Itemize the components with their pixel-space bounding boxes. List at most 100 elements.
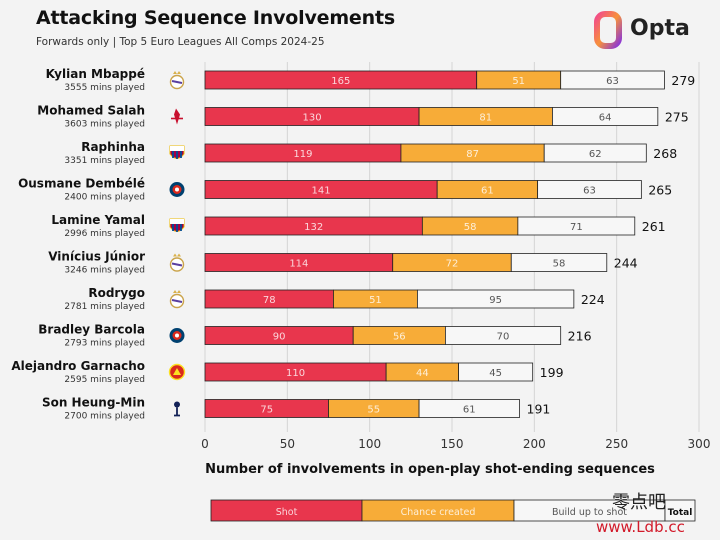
player-name: Mohamed Salah	[37, 104, 145, 118]
bar-segment-buildup	[552, 107, 659, 126]
bar-value-label: 72	[446, 259, 459, 270]
bar-value-label: 114	[289, 259, 308, 270]
bar-value-label: 51	[369, 295, 382, 306]
bar-value-label: 64	[599, 113, 612, 124]
player-name: Son Heung-Min	[42, 396, 145, 410]
bar-value-label: 75	[260, 405, 273, 416]
bar-value-label: 130	[302, 113, 321, 124]
tottenham-crest-icon	[174, 401, 180, 417]
player-minutes: 2781 mins played	[64, 302, 145, 312]
bar-value-label: 55	[367, 405, 380, 416]
watermark-text: 零点吧	[612, 492, 666, 513]
bar-value-label: 119	[293, 149, 312, 160]
bar-value-label: 70	[497, 332, 510, 343]
bar-segment-buildup	[517, 216, 636, 236]
bar-value-label: 95	[489, 295, 502, 306]
bar-total-label: 279	[671, 73, 695, 88]
player-minutes: 2400 mins played	[64, 193, 145, 203]
player-minutes: 3555 mins played	[64, 83, 145, 93]
bar-value-label: 61	[481, 186, 494, 197]
bar-total-label: 216	[568, 329, 592, 344]
liverpool-crest-icon	[171, 108, 183, 125]
x-tick-label: 200	[523, 437, 546, 451]
bar-value-label: 63	[606, 76, 619, 87]
bar-total-label: 191	[527, 402, 551, 417]
bar-value-label: 71	[570, 222, 583, 233]
chart-subtitle: Forwards only | Top 5 Euro Leagues All C…	[36, 36, 325, 48]
bar-value-label: 110	[286, 368, 305, 379]
bar-segment-buildup	[543, 143, 647, 163]
watermark-url: www.Ldb.cc	[596, 518, 685, 536]
bar-value-label: 78	[263, 295, 276, 306]
bar-value-label: 62	[589, 149, 602, 160]
bar-value-label: 58	[553, 259, 566, 270]
player-minutes: 3246 mins played	[64, 266, 145, 276]
bar-total-label: 275	[665, 110, 689, 125]
legend-label: Build up to shot	[552, 507, 627, 518]
bar-value-label: 61	[463, 405, 476, 416]
psg-crest-icon	[169, 182, 185, 197]
player-minutes: 2996 mins played	[64, 229, 145, 239]
barcelona-crest-icon	[169, 218, 185, 232]
legend-label-total: Total	[668, 508, 693, 518]
x-tick-label: 250	[605, 437, 628, 451]
legend-label: Shot	[276, 507, 298, 518]
player-name: Rodrygo	[88, 286, 145, 300]
bar-value-label: 44	[416, 368, 429, 379]
bar-segment-buildup	[537, 180, 642, 199]
chart-title: Attacking Sequence Involvements	[36, 7, 395, 29]
bar-total-label: 224	[581, 292, 605, 307]
player-name: Vinícius Júnior	[48, 250, 145, 264]
barcelona-crest-icon	[169, 145, 185, 159]
bar-value-label: 63	[583, 186, 596, 197]
bar-value-label: 56	[393, 332, 406, 343]
bar-segment-buildup	[417, 289, 575, 309]
legend-swatch-total	[664, 499, 696, 522]
bar-value-label: 90	[273, 332, 286, 343]
bar-segment-buildup	[445, 326, 562, 345]
bar-total-label: 261	[642, 219, 666, 234]
player-name: Kylian Mbappé	[46, 67, 145, 81]
psg-crest-icon	[169, 328, 185, 343]
player-name: Bradley Barcola	[38, 323, 145, 337]
opta-logo: Opta	[594, 10, 704, 50]
player-minutes: 2700 mins played	[64, 412, 145, 422]
bar-segment-buildup	[418, 399, 520, 418]
player-minutes: 2595 mins played	[64, 375, 145, 385]
x-tick-label: 100	[358, 437, 381, 451]
x-tick-label: 0	[201, 437, 209, 451]
bar-value-label: 87	[466, 149, 479, 160]
player-minutes: 3351 mins played	[64, 156, 145, 166]
player-minutes: 3603 mins played	[64, 120, 145, 130]
bar-total-label: 244	[614, 256, 638, 271]
real-madrid-crest-icon	[169, 71, 185, 90]
player-name: Alejandro Garnacho	[11, 359, 145, 373]
bar-segment-buildup	[458, 362, 534, 382]
opta-logo-text: Opta	[630, 16, 690, 41]
bar-value-label: 51	[512, 76, 525, 87]
bar-segment-buildup	[560, 70, 665, 90]
x-tick-label: 50	[280, 437, 295, 451]
player-minutes: 2793 mins played	[64, 339, 145, 349]
bar-total-label: 199	[540, 365, 564, 380]
bar-value-label: 45	[489, 368, 502, 379]
legend-label: Chance created	[401, 507, 476, 518]
opta-mark-icon	[594, 11, 622, 49]
player-name: Raphinha	[81, 140, 145, 154]
bar-value-label: 165	[331, 76, 350, 87]
real-madrid-crest-icon	[169, 253, 185, 272]
real-madrid-crest-icon	[169, 290, 185, 309]
bar-value-label: 58	[464, 222, 477, 233]
bar-total-label: 265	[648, 183, 672, 198]
x-tick-label: 300	[688, 437, 711, 451]
x-axis-label: Number of involvements in open-play shot…	[205, 462, 655, 477]
bar-total-label: 268	[653, 146, 677, 161]
player-name: Ousmane Dembélé	[18, 177, 145, 191]
bar-segment-buildup	[510, 253, 608, 272]
bar-value-label: 132	[304, 222, 323, 233]
bar-value-label: 81	[479, 113, 492, 124]
bar-value-label: 141	[312, 186, 331, 197]
x-tick-label: 150	[441, 437, 464, 451]
player-name: Lamine Yamal	[51, 213, 145, 227]
